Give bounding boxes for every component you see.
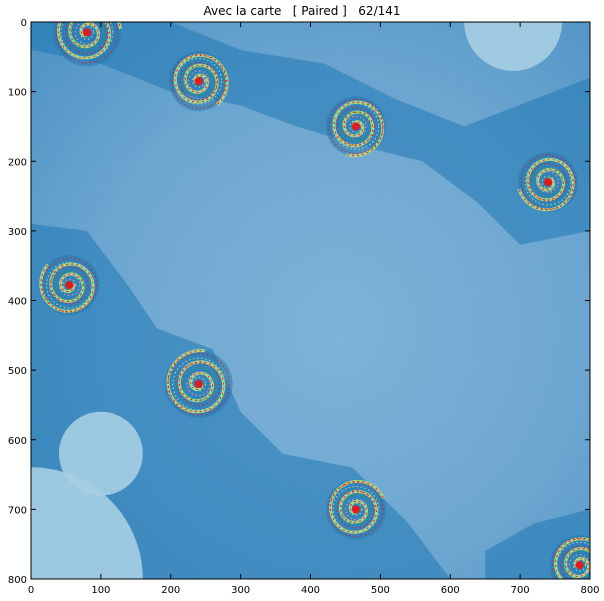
y-tick-label: 0 — [21, 18, 27, 29]
y-axis: 0 100 200 300 400 500 600 700 800 — [8, 18, 590, 586]
y-tick-label: 500 — [8, 366, 27, 377]
x-tick-label: 700 — [511, 585, 530, 596]
spiral — [325, 479, 386, 540]
y-tick-label: 600 — [8, 436, 27, 447]
spiral — [164, 348, 233, 419]
x-tick-label: 200 — [161, 585, 180, 596]
x-tick-label: 300 — [231, 585, 250, 596]
x-axis: 0 100 200 300 400 500 600 700 800 — [28, 22, 600, 596]
x-tick-label: 500 — [371, 585, 390, 596]
light-region — [31, 467, 143, 579]
spiral — [52, 22, 123, 67]
y-tick-label: 200 — [8, 157, 27, 168]
y-tick-label: 800 — [8, 575, 27, 586]
x-tick-label: 600 — [441, 585, 460, 596]
x-tick-label: 400 — [301, 585, 320, 596]
spiral-marks — [39, 22, 590, 579]
spiral — [168, 51, 229, 112]
spiral — [325, 96, 386, 158]
chart-title: Avec la carte [ Paired ] 62/141 — [203, 4, 401, 18]
spiral — [39, 255, 100, 316]
light-region — [464, 22, 563, 71]
x-tick-label: 100 — [91, 585, 110, 596]
y-tick-label: 400 — [8, 297, 27, 308]
x-tick-label: 800 — [580, 585, 599, 596]
y-tick-label: 700 — [8, 505, 27, 516]
x-tick-label: 0 — [28, 585, 34, 596]
spiral — [517, 152, 579, 213]
y-tick-label: 100 — [8, 88, 27, 99]
y-tick-label: 300 — [8, 227, 27, 238]
light-region — [58, 411, 143, 496]
